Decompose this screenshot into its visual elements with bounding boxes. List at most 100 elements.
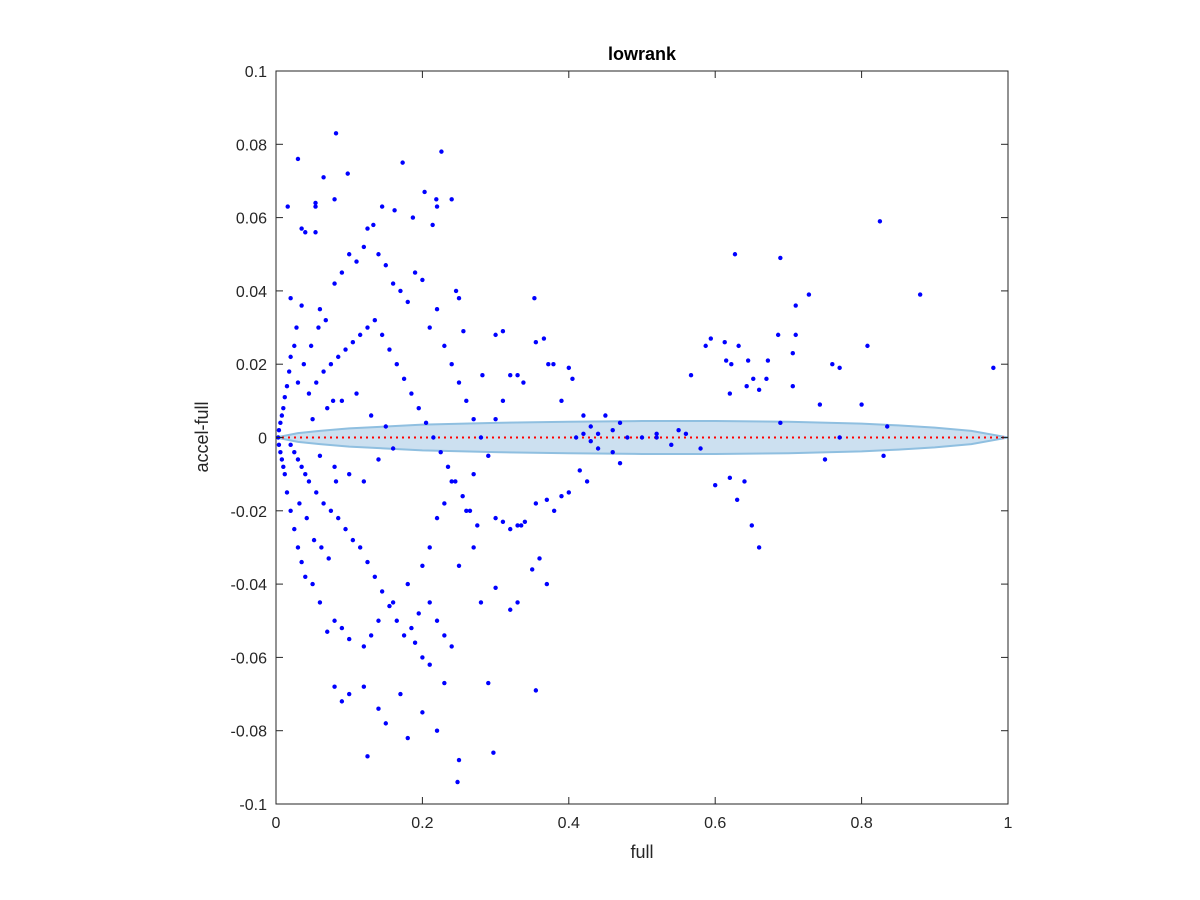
data-point <box>299 464 304 470</box>
data-point <box>508 607 513 612</box>
data-point <box>519 523 524 528</box>
data-point <box>354 259 359 264</box>
data-point <box>303 471 308 477</box>
data-point <box>486 453 491 459</box>
data-point <box>439 149 444 154</box>
data-point <box>295 156 301 162</box>
y-ticks: -0.1 -0.08 -0.06 -0.04 -0.02 0 0.02 0.04 0.06 0.0… <box>231 64 1008 814</box>
data-point <box>365 226 370 231</box>
data-point <box>515 523 520 528</box>
data-point <box>357 545 363 550</box>
data-point <box>877 219 883 224</box>
data-point <box>311 537 317 543</box>
data-point <box>765 358 771 363</box>
y-tick-label: -0.06 <box>231 650 268 667</box>
y-tick-label: -0.04 <box>231 577 268 594</box>
data-point <box>420 277 425 283</box>
data-point <box>361 684 367 689</box>
data-point <box>445 464 451 470</box>
data-point <box>541 336 547 341</box>
data-point <box>442 343 447 349</box>
data-point <box>453 479 458 484</box>
data-point <box>806 292 812 297</box>
data-point <box>734 497 740 503</box>
data-point <box>387 603 392 609</box>
data-point <box>365 754 370 759</box>
data-point <box>475 523 480 528</box>
data-point <box>508 526 513 532</box>
data-point <box>461 329 466 334</box>
data-point <box>471 416 476 422</box>
data-point <box>325 629 330 634</box>
data-point <box>288 508 293 513</box>
data-point <box>581 413 586 418</box>
data-point <box>392 208 397 213</box>
data-point <box>837 365 842 371</box>
data-point <box>442 680 447 686</box>
data-point <box>793 332 798 338</box>
data-point <box>339 699 345 704</box>
data-point <box>830 362 835 367</box>
data-point <box>379 332 385 338</box>
data-point <box>500 519 506 524</box>
data-point <box>822 457 828 462</box>
y-axis-label: accel-full <box>192 401 212 472</box>
data-point <box>438 449 443 455</box>
data-point <box>321 175 326 180</box>
data-point <box>727 475 733 481</box>
data-point <box>299 559 304 565</box>
data-point <box>533 340 539 345</box>
data-point <box>383 721 388 726</box>
data-point <box>295 545 301 550</box>
data-point <box>559 493 564 499</box>
y-tick-label: 0.08 <box>236 137 267 154</box>
data-point <box>401 376 407 382</box>
data-point <box>467 508 473 513</box>
data-point <box>304 515 309 521</box>
data-point <box>595 431 601 437</box>
data-point <box>566 365 571 371</box>
data-point <box>508 372 513 378</box>
data-point <box>859 402 864 407</box>
data-point <box>326 556 331 561</box>
data-point <box>703 343 708 349</box>
data-point <box>365 559 370 565</box>
data-point <box>405 299 410 305</box>
data-point <box>339 625 345 631</box>
data-point <box>453 288 459 294</box>
data-point <box>544 497 550 503</box>
data-point <box>544 581 550 587</box>
data-point <box>683 431 689 437</box>
data-point <box>778 255 783 261</box>
data-point <box>292 449 297 455</box>
data-point <box>332 618 337 623</box>
data-point <box>288 354 293 360</box>
y-tick-label: -0.08 <box>231 724 268 741</box>
data-point <box>449 644 454 649</box>
data-point <box>881 453 886 459</box>
data-point <box>471 545 476 550</box>
data-point <box>532 296 537 301</box>
data-point <box>449 197 454 202</box>
data-point <box>314 380 319 385</box>
data-point <box>917 292 923 297</box>
data-point <box>350 340 356 345</box>
data-point <box>588 424 593 429</box>
data-point <box>790 383 795 389</box>
data-point <box>865 343 870 349</box>
data-point <box>639 435 645 440</box>
data-point <box>736 343 741 349</box>
data-point <box>546 362 551 367</box>
data-point <box>284 490 290 495</box>
data-point <box>449 479 454 484</box>
data-point <box>336 515 341 521</box>
data-point <box>698 446 703 451</box>
data-point <box>333 479 339 484</box>
data-point <box>281 464 286 470</box>
data-point <box>588 438 593 444</box>
data-point <box>708 336 714 341</box>
data-point <box>330 398 336 404</box>
data-point <box>372 574 378 579</box>
data-point <box>383 424 388 429</box>
data-point <box>727 391 733 396</box>
